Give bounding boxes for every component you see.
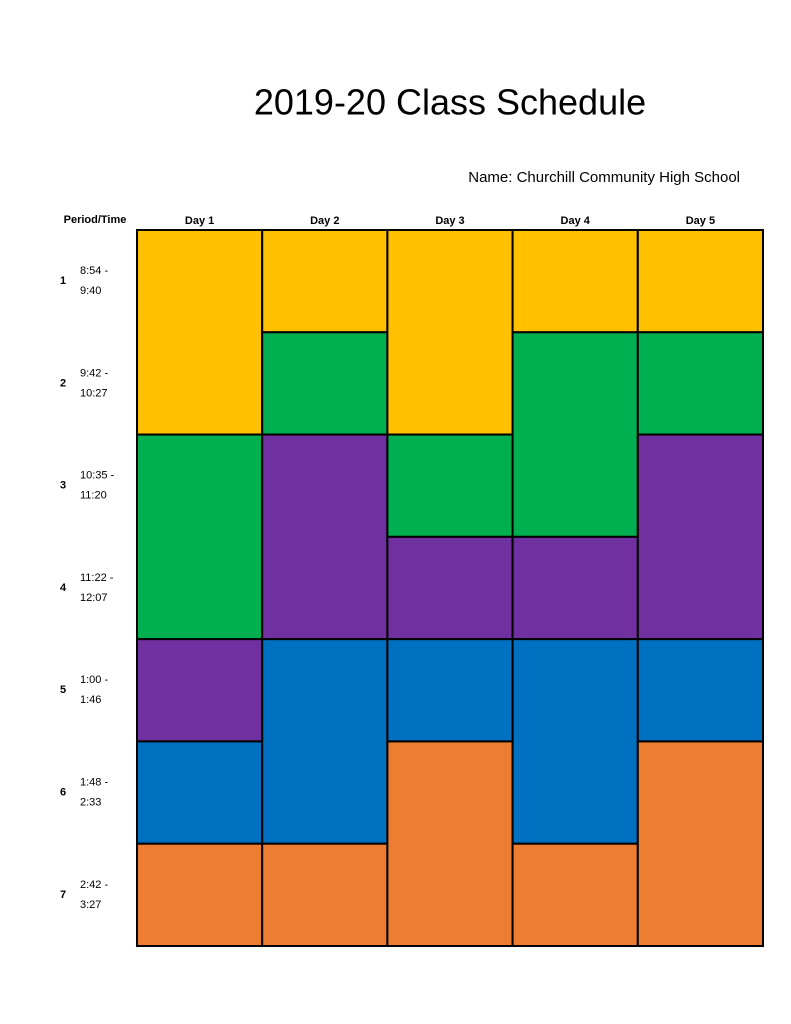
class-block xyxy=(511,229,639,334)
period-time: 9:42 - xyxy=(80,367,108,379)
class-block xyxy=(386,229,514,436)
class-block xyxy=(136,229,264,436)
period-header: Period/Time xyxy=(64,214,127,226)
day-header: Day 1 xyxy=(185,215,214,227)
period-time: 10:27 xyxy=(80,387,108,399)
period-time: 9:40 xyxy=(80,285,101,297)
grid-border xyxy=(136,229,764,947)
day-header: Day 5 xyxy=(686,215,715,227)
period-time: 2:33 xyxy=(80,796,101,808)
class-block xyxy=(636,331,764,436)
class-block xyxy=(261,433,389,641)
class-block xyxy=(386,433,514,538)
period-time: 10:35 - xyxy=(80,470,115,482)
class-block xyxy=(511,331,639,538)
period-number: 1 xyxy=(60,275,66,287)
class-block xyxy=(136,638,264,743)
class-block xyxy=(136,433,264,641)
class-block xyxy=(136,842,264,948)
period-time: 1:46 xyxy=(80,694,101,706)
class-block xyxy=(636,229,764,334)
period-time: 11:22 - xyxy=(80,572,114,584)
period-number: 4 xyxy=(60,582,67,594)
period-time: 3:27 xyxy=(80,899,101,911)
period-number: 2 xyxy=(60,377,66,389)
class-block xyxy=(261,842,389,948)
period-number: 5 xyxy=(60,684,66,696)
class-block xyxy=(511,638,639,845)
period-number: 3 xyxy=(60,480,66,492)
class-block xyxy=(511,535,639,641)
school-name: Name: Churchill Community High School xyxy=(468,169,740,186)
period-number: 7 xyxy=(60,889,66,901)
class-block xyxy=(136,740,264,845)
class-block xyxy=(636,638,764,743)
class-block xyxy=(386,535,514,641)
class-block xyxy=(261,229,389,334)
class-block xyxy=(636,740,764,948)
class-block xyxy=(386,740,514,948)
day-header: Day 4 xyxy=(561,215,591,227)
class-block xyxy=(511,842,639,948)
period-time: 1:00 - xyxy=(80,674,108,686)
period-time: 12:07 xyxy=(80,592,108,604)
period-number: 6 xyxy=(60,786,66,798)
period-time: 1:48 - xyxy=(80,776,108,788)
class-block xyxy=(386,638,514,743)
day-header: Day 3 xyxy=(435,215,464,227)
class-block xyxy=(261,331,389,436)
day-header: Day 2 xyxy=(310,215,339,227)
period-time: 11:20 xyxy=(80,490,107,502)
period-time: 8:54 - xyxy=(80,265,108,277)
class-block xyxy=(261,638,389,845)
period-time: 2:42 - xyxy=(80,879,108,891)
class-block xyxy=(636,433,764,641)
title: 2019-20 Class Schedule xyxy=(254,82,646,123)
